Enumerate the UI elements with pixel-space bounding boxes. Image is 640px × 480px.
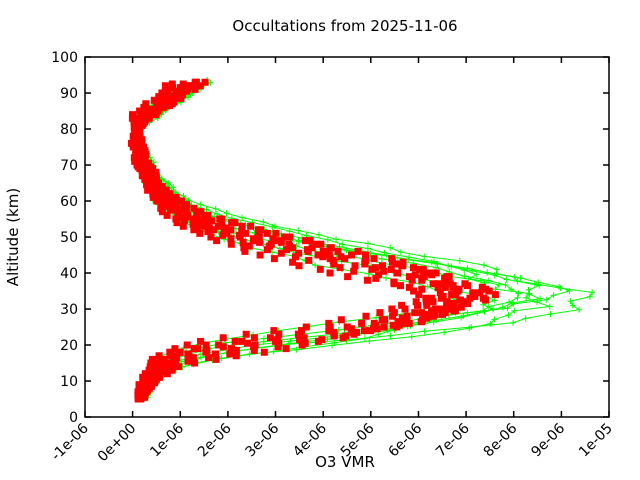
y-tick-label: 50 — [60, 230, 78, 246]
y-tick-labels: 0 10 20 30 40 50 60 70 80 90 100 — [51, 50, 78, 426]
x-axis-label: O3 VMR — [315, 453, 375, 471]
y-tick-label: 0 — [69, 410, 78, 426]
y-axis-label: Altitude (km) — [4, 188, 22, 286]
chart-title: Occultations from 2025-11-06 — [232, 17, 457, 35]
y-tick-label: 60 — [60, 194, 78, 210]
y-tick-label: 100 — [51, 50, 78, 66]
axis-ticks — [84, 56, 610, 418]
y-tick-label: 70 — [60, 158, 78, 174]
red-square-markers — [132, 84, 490, 398]
tick-marks — [84, 56, 610, 418]
y-tick-label: 20 — [60, 338, 78, 354]
y-tick-label: 90 — [60, 86, 78, 102]
y-tick-label: 30 — [60, 302, 78, 318]
y-tick-label: 80 — [60, 122, 78, 138]
y-tick-label: 40 — [60, 266, 78, 282]
red-profile-series — [128, 78, 499, 403]
y-tick-label: 10 — [60, 374, 78, 390]
